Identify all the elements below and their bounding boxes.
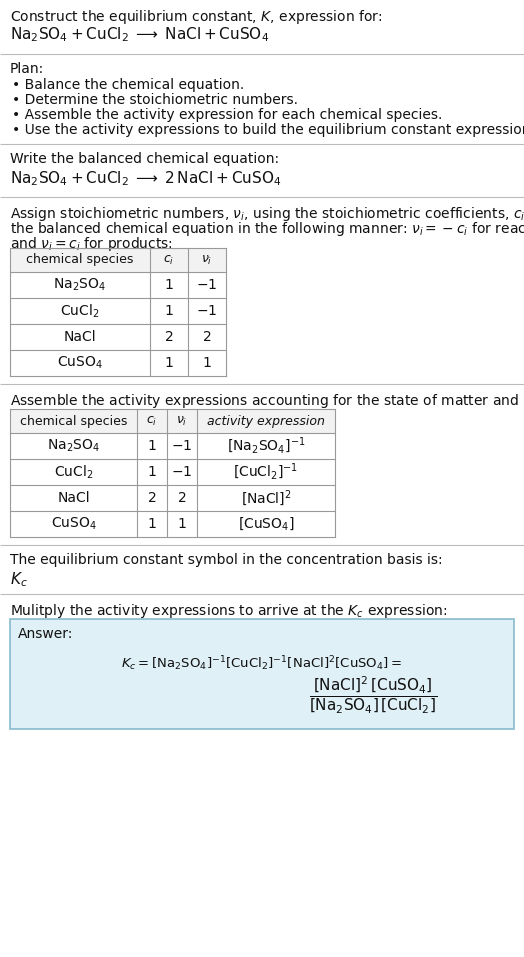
Text: Plan:: Plan: (10, 62, 44, 76)
Text: • Use the activity expressions to build the equilibrium constant expression.: • Use the activity expressions to build … (12, 123, 524, 137)
Text: $[\mathrm{CuCl_2}]^{-1}$: $[\mathrm{CuCl_2}]^{-1}$ (234, 462, 299, 482)
Text: $\mathrm{CuSO_4}$: $\mathrm{CuSO_4}$ (57, 355, 103, 371)
Text: 1: 1 (165, 356, 173, 370)
Bar (10, 619, 514, 729)
Text: $c_i$: $c_i$ (146, 414, 158, 428)
Text: Construct the equilibrium constant, $K$, expression for:: Construct the equilibrium constant, $K$,… (10, 8, 383, 26)
Text: NaCl: NaCl (64, 330, 96, 344)
Text: Answer:: Answer: (18, 627, 73, 641)
Text: 2: 2 (203, 330, 211, 344)
Text: $\nu_i$: $\nu_i$ (201, 254, 213, 267)
Text: 2: 2 (165, 330, 173, 344)
Text: 1: 1 (148, 517, 157, 531)
Text: activity expression: activity expression (207, 414, 325, 428)
Text: $-1$: $-1$ (171, 439, 193, 453)
Text: chemical species: chemical species (26, 254, 134, 266)
Text: 1: 1 (178, 517, 187, 531)
Text: 2: 2 (178, 491, 187, 505)
Text: $-1$: $-1$ (196, 278, 217, 292)
Text: $\mathrm{CuCl_2}$: $\mathrm{CuCl_2}$ (60, 302, 100, 320)
Bar (10, 248, 226, 272)
Text: • Assemble the activity expression for each chemical species.: • Assemble the activity expression for e… (12, 108, 442, 122)
Text: $[\mathrm{CuSO_4}]$: $[\mathrm{CuSO_4}]$ (238, 516, 294, 532)
Text: 1: 1 (165, 304, 173, 318)
Bar (10, 248, 226, 376)
Text: 2: 2 (148, 491, 156, 505)
Text: $\mathrm{Na_2SO_4 + CuCl_2 \;\longrightarrow\; 2\,NaCl + CuSO_4}$: $\mathrm{Na_2SO_4 + CuCl_2 \;\longrighta… (10, 169, 281, 188)
Text: 1: 1 (165, 278, 173, 292)
Text: $[\mathrm{NaCl}]^2$: $[\mathrm{NaCl}]^2$ (241, 488, 291, 508)
Text: • Determine the stoichiometric numbers.: • Determine the stoichiometric numbers. (12, 93, 298, 107)
Text: $\dfrac{[\mathrm{NaCl}]^2\,[\mathrm{CuSO_4}]}{[\mathrm{Na_2SO_4}]\,[\mathrm{CuCl: $\dfrac{[\mathrm{NaCl}]^2\,[\mathrm{CuSO… (309, 674, 437, 715)
Text: Assign stoichiometric numbers, $\nu_i$, using the stoichiometric coefficients, $: Assign stoichiometric numbers, $\nu_i$, … (10, 205, 524, 223)
Text: and $\nu_i = c_i$ for products:: and $\nu_i = c_i$ for products: (10, 235, 173, 253)
Text: 1: 1 (148, 465, 157, 479)
Bar (10, 409, 335, 433)
Text: $-1$: $-1$ (171, 465, 193, 479)
Text: Write the balanced chemical equation:: Write the balanced chemical equation: (10, 152, 279, 166)
Text: Mulitply the activity expressions to arrive at the $K_c$ expression:: Mulitply the activity expressions to arr… (10, 602, 447, 620)
Text: $c_i$: $c_i$ (163, 254, 174, 267)
Text: 1: 1 (203, 356, 212, 370)
Text: $\mathrm{CuSO_4}$: $\mathrm{CuSO_4}$ (50, 516, 96, 532)
Text: Assemble the activity expressions accounting for the state of matter and $\nu_i$: Assemble the activity expressions accoun… (10, 392, 524, 410)
Text: $K_c = [\mathrm{Na_2SO_4}]^{-1}[\mathrm{CuCl_2}]^{-1}[\mathrm{NaCl}]^2[\mathrm{C: $K_c = [\mathrm{Na_2SO_4}]^{-1}[\mathrm{… (122, 654, 402, 673)
Text: $\mathrm{CuCl_2}$: $\mathrm{CuCl_2}$ (54, 463, 93, 480)
Text: the balanced chemical equation in the following manner: $\nu_i = -c_i$ for react: the balanced chemical equation in the fo… (10, 220, 524, 238)
Text: • Balance the chemical equation.: • Balance the chemical equation. (12, 78, 244, 92)
Text: $K_c$: $K_c$ (10, 570, 28, 589)
Text: $\nu_i$: $\nu_i$ (176, 414, 188, 428)
Text: NaCl: NaCl (57, 491, 90, 505)
Text: $\mathrm{Na_2SO_4}$: $\mathrm{Na_2SO_4}$ (53, 277, 106, 293)
Text: $[\mathrm{Na_2SO_4}]^{-1}$: $[\mathrm{Na_2SO_4}]^{-1}$ (227, 435, 305, 456)
Text: $\mathrm{Na_2SO_4 + CuCl_2 \;\longrightarrow\; NaCl + CuSO_4}$: $\mathrm{Na_2SO_4 + CuCl_2 \;\longrighta… (10, 25, 269, 44)
Text: chemical species: chemical species (20, 414, 127, 428)
Text: 1: 1 (148, 439, 157, 453)
Text: $-1$: $-1$ (196, 304, 217, 318)
Bar (10, 409, 335, 537)
Text: $\mathrm{Na_2SO_4}$: $\mathrm{Na_2SO_4}$ (47, 437, 100, 455)
Text: The equilibrium constant symbol in the concentration basis is:: The equilibrium constant symbol in the c… (10, 553, 443, 567)
